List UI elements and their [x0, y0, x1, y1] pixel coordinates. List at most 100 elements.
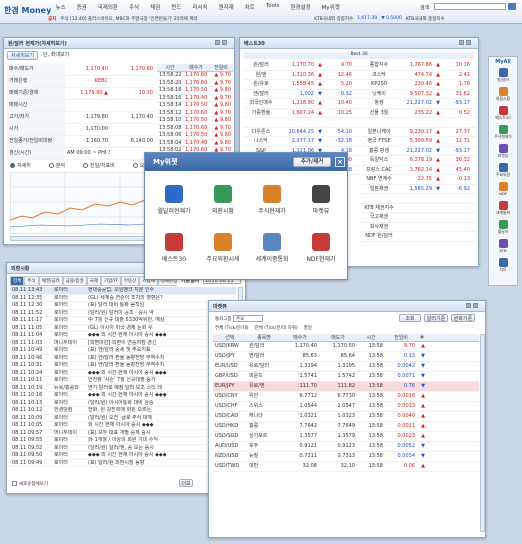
mywidget-item[interactable]: 주식현재가 [249, 185, 295, 215]
best30-row[interactable]: 일본채권 1,565.29 ▼ -6.92 [362, 185, 476, 194]
minimize-icon[interactable] [459, 40, 464, 45]
news-headline[interactable]: 한화, 원 강진희에 회원 오르는 [88, 407, 152, 413]
best30-row[interactable]: KP200 230.46 ▲ 1.78 [362, 80, 476, 90]
news-headline[interactable]: (달러/원) 아시아통화 대비 상승 [88, 399, 154, 406]
mywidget-item[interactable]: 주요외환시세 [200, 233, 246, 263]
news-row[interactable]: 08.11 10:12 한경닷컴 한화, 원 강진희에 회원 오르는 [10, 407, 236, 415]
news-headline[interactable]: (달러/원) 달러이 공조 · 중시 약 [88, 309, 154, 316]
marketview-row[interactable]: GBP/USD 파운드 1.5741 1.5742 13:58 0.0071 ▼ [213, 372, 479, 382]
news-row[interactable]: 08.11 10:46 로이터 (표) 엔/달러 환율 동향전망 무역수지 [10, 355, 236, 362]
marketview-row[interactable]: EUR/USD 유로/달러 1.3194 1.3195 13:58 0.0042 ▼ [213, 362, 479, 372]
mywidget-titlebar[interactable]: My위젯 추가/제거 × [145, 153, 347, 171]
news-headline[interactable]: ◆◆◆ 외 시간 현재 아시아 증시 ◆◆◆ [88, 369, 167, 376]
mywidget-item[interactable]: 세계이중통화 [249, 233, 295, 263]
close-icon[interactable] [466, 40, 471, 45]
close-icon[interactable]: × [335, 157, 345, 167]
news-row[interactable]: 08.11 10:13 로이터 (달러/원) 아시아통화 대비 상승 [10, 399, 236, 407]
marketview-row[interactable]: USD/HKD 홍콩 7.7642 7.7649 13:58 0.0011 ▲ [213, 422, 479, 432]
mywidget-item[interactable]: NDF현재가 [298, 233, 344, 263]
news-tab[interactable]: 국제 [86, 276, 101, 286]
menu-item[interactable]: 원자재 [218, 5, 234, 11]
close-icon[interactable] [473, 303, 478, 308]
news-row[interactable]: 08.11 12:30 로이터 (표) 달러 대비 통화 움직임 [10, 302, 236, 310]
best30-row[interactable]: 독일닥스 6,278.19 ▲ 36.32 [362, 156, 476, 166]
menu-item[interactable]: 증권 [76, 5, 87, 11]
best30-row[interactable]: 항셍 21,227.02 ▼ -93.17 [362, 99, 476, 109]
right-sidebar-item[interactable]: 원/달러 [489, 67, 517, 86]
marketview-col-header[interactable]: 전일비 [394, 335, 408, 341]
marketview-row[interactable]: AUD/USD 호주 0.9121 0.9123 13:58 0.0052 ▼ [213, 442, 479, 452]
news-row[interactable]: 08.11 10:11 로이터 인천항 '시즌' 7월 신규대출 증가 [10, 377, 236, 385]
marketview-row[interactable]: NZD/USD 뉴질 0.7311 0.7313 13:58 0.0034 ▼ [213, 452, 479, 462]
news-row[interactable]: 08.11 10:19 뉴욕/홍콩외 연기 달러로 예정 달러 보조 스티 테 [10, 384, 236, 392]
menu-item[interactable]: 뉴스 [55, 5, 66, 11]
right-sidebar-item[interactable]: 세계통화 [489, 200, 517, 219]
more-button[interactable]: 더보 [179, 479, 193, 487]
news-row[interactable]: 08.11 10:31 로이터 (표) 엔/달러 환율 동향전망 무역수지 [10, 362, 236, 370]
news-row[interactable]: 08.11 11:05 로이터 (GL) 아시아 미국 경제 둔화 우 [10, 324, 236, 332]
news-headline[interactable]: (표) 엔/달러 중세 및 주요지표 [88, 347, 151, 353]
menu-item[interactable]: 차트 [244, 5, 255, 11]
add-remove-button[interactable]: 추가/제거 [293, 157, 331, 167]
fx-radio[interactable]: 자세히 [10, 162, 31, 169]
best30-row[interactable]: KTB 채권지수 [362, 204, 476, 213]
news-tab[interactable]: 전체 [10, 276, 25, 286]
news-headline[interactable]: 외 시간 현재 아시아 증시 ◆◆◆ [88, 422, 154, 428]
best30-row[interactable]: 나스닥 2,277.17 ▼ -32.18 [244, 137, 358, 147]
right-sidebar-item[interactable]: KTB [489, 238, 517, 257]
news-row[interactable]: 08.11 11:52 로이터 (달러/원) 달러이 공조 · 중시 약 [10, 309, 236, 317]
best30-window-title[interactable]: 베스트30 [240, 38, 478, 49]
tab-detail[interactable]: 자세히보기 [7, 51, 39, 60]
best30-row[interactable]: 회사채권 [362, 223, 476, 232]
search-input[interactable] [434, 3, 506, 10]
marketview-row[interactable]: USD/SGD 싱가포르 1.3577 1.3579 13:58 0.0023 ▲ [213, 432, 479, 442]
news-headline[interactable]: (GL) 아시아 미국 경제 둔화 우 [88, 324, 153, 331]
mywidget-item[interactable]: 월달러현재가 [151, 185, 197, 215]
best30-row[interactable]: 가중환율 1,607.24 ▲ 10.25 [244, 109, 358, 118]
news-row[interactable]: 08.11 11:04 로이터 ◆◆◆ 외 시간 현재 아시아 증시 ◆◆◆ [10, 332, 236, 340]
menu-item[interactable]: 주식 [129, 5, 140, 11]
news-headline[interactable]: (표) 달러/원 외환시장 동향 [88, 459, 145, 466]
marketview-row[interactable]: USD/JPY 엔/달러 85.63 85.64 13:58 0.13 ▼ [213, 352, 479, 362]
radio-all[interactable]: 전체 (Tick/분/대) [215, 326, 249, 331]
news-tab[interactable]: 부동산 [120, 276, 140, 286]
news-tab[interactable]: 기업/IT [101, 276, 121, 286]
news-headline[interactable]: (달러/원) 오전 ·글로 주식 대체 [88, 414, 153, 421]
ticker-text[interactable]: 주식 [12:40] 플러스바이오, MBC와 주말극장 '인연만들기' 25억… [60, 16, 198, 22]
news-headline[interactable]: 中 7월 신규 대출 5330억위안, 예상 [88, 317, 165, 323]
best30-row[interactable]: 다우존스 10,644.25 ▼ 54.10 [244, 128, 358, 137]
news-headline[interactable]: (표) 엔/달러 환율 동향전망 무역수지 [88, 362, 165, 368]
marketview-col-header[interactable]: 선택 [225, 335, 235, 341]
news-row[interactable]: 08.11 10:09 로이터 (달러/원) 오전 ·글로 주식 대체 [10, 414, 236, 422]
news-row[interactable]: 08.11 10:49 로이터 (표) 엔/달러 중세 및 주요지표 [10, 347, 236, 355]
right-sidebar-item[interactable]: 외환시황 [489, 86, 517, 105]
news-tab[interactable]: 금융/증권 [62, 276, 87, 286]
marketview-col-header[interactable]: 시간 [366, 335, 376, 341]
right-sidebar-item[interactable]: 베스트30 [489, 105, 517, 124]
marketview-window-title[interactable]: 마켓뷰 [209, 301, 485, 312]
best30-row[interactable]: 종합지수 1,767.86 ▲ 10.16 [362, 61, 476, 71]
right-sidebar-item[interactable]: 주요외환 [489, 162, 517, 181]
best30-row[interactable]: 영국 FTSE 5,300.59 ▲ 12.71 [362, 137, 476, 147]
news-headline[interactable]: [외환마감] 외환이 연중저점 경신 [88, 339, 157, 346]
usd-base-button[interactable]: 달러기준 [424, 314, 448, 322]
news-headline[interactable]: 인천항 '시즌' 7월 신규대출 증가 [88, 377, 156, 383]
news-headline[interactable]: 外 1개월 / 이상의 회원 기대 수익 [88, 437, 159, 443]
best30-row[interactable]: 원/달러 1,170.70 ▲ 9.70 [244, 61, 358, 71]
tab-max[interactable]: 단, 최대보기 [43, 52, 70, 58]
marketview-scrollbar[interactable] [480, 334, 485, 532]
news-tab[interactable]: 주식 [24, 276, 39, 286]
fx-radio[interactable]: 분석 [48, 162, 65, 169]
marketview-row[interactable]: EUR/JPY 유로/엔 111.70 111.82 13:58 0.76 ▼ [213, 382, 479, 392]
news-row[interactable]: 08.11 11:17 로이터 中 7월 신규 대출 5330억위안, 예상 [10, 317, 236, 325]
news-headline[interactable]: 연기 달러로 예정 달러 보조 스티 테 [88, 384, 162, 391]
news-headline[interactable]: ◆◆◆ 외 시간 현재 아시아 증시 ◆◆◆ [88, 452, 167, 458]
minimize-icon[interactable] [215, 40, 220, 45]
best30-row[interactable]: 프랑스 CAC 3,762.14 ▲ 45.40 [362, 166, 476, 175]
currency-group-select[interactable]: 주요 [233, 315, 263, 322]
new-window-checkbox[interactable] [12, 481, 17, 486]
menu-item[interactable]: 채권 [150, 5, 161, 11]
news-row[interactable]: 08.11 10:16 로이터 ◆◆◆ 외 시간 현재 아시아 증시 ◆◆◆ [10, 392, 236, 400]
news-headline[interactable]: (표) 달러 대비 통화 움직임 [88, 302, 145, 308]
best30-row[interactable]: 원/엔 1,310.36 ▲ 12.46 [244, 71, 358, 80]
